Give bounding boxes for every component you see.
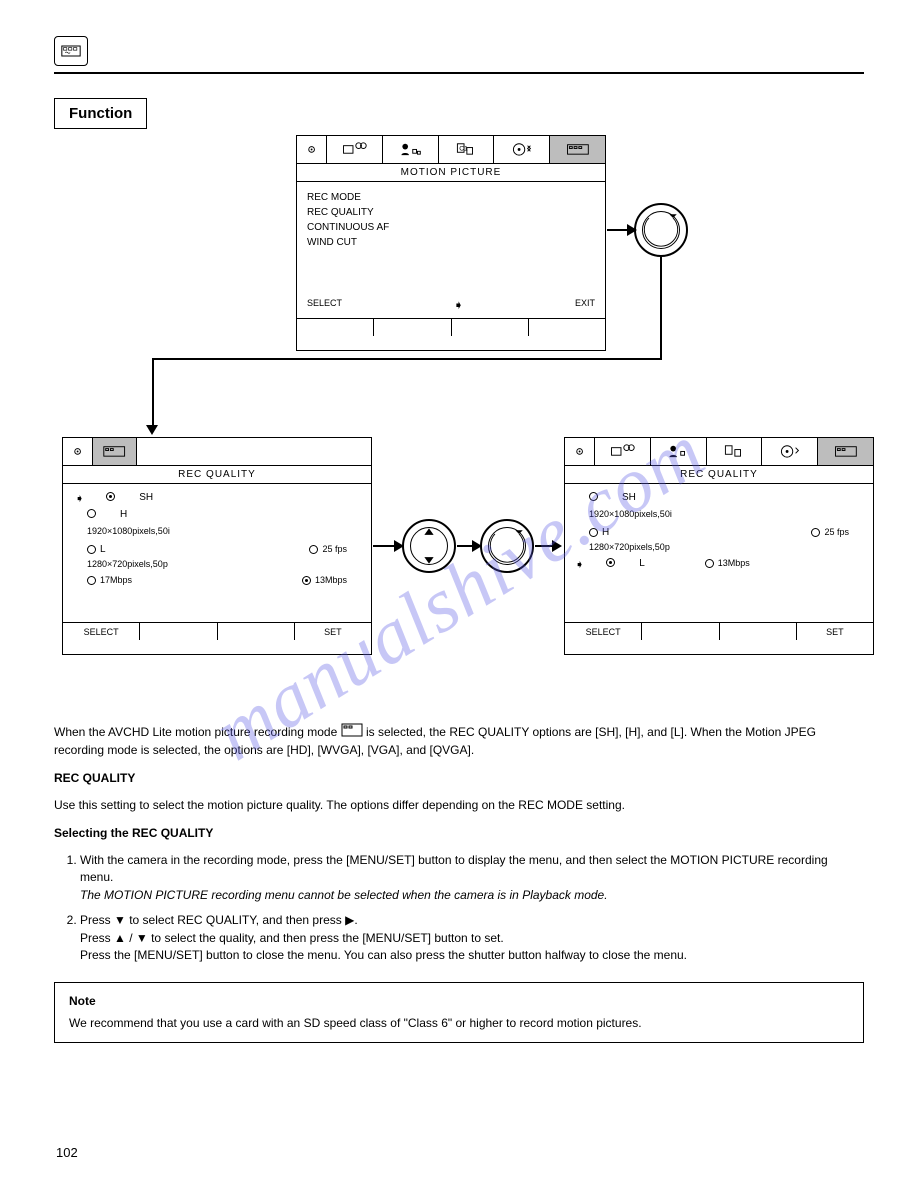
radio-icon[interactable]: [302, 576, 311, 585]
step-text: With the camera in the recording mode, p…: [80, 853, 828, 884]
radio-icon[interactable]: [309, 545, 318, 554]
tab-rec-icon: [327, 136, 383, 163]
spec: 25 fps: [322, 544, 347, 554]
page: MOTION PICTURE Function C1 MOTION PICTUR…: [0, 0, 918, 1043]
menu-item[interactable]: CONTINUOUS AF: [307, 222, 595, 233]
spec: 13Mbps: [718, 558, 750, 568]
steps-list: With the camera in the recording mode, p…: [54, 852, 864, 964]
motion-picture-icon: [54, 36, 88, 66]
tab-motion-icon: [550, 136, 605, 163]
option[interactable]: SH: [139, 492, 153, 505]
step-text: Press the [MENU/SET] button to close the…: [80, 948, 687, 962]
inline-motion-icon: [341, 723, 363, 742]
screen-left-tabs: [63, 438, 371, 466]
select-label: SELECT: [307, 298, 342, 312]
spec: 13Mbps: [315, 575, 347, 585]
radio-icon[interactable]: [87, 509, 96, 518]
screen-footer: SELECT SET: [565, 622, 873, 640]
spec-line: 1920×1080pixels,50i: [87, 526, 361, 536]
tab-motion-icon: [93, 438, 137, 465]
screen-right: REC QUALITY SH 1920×1080pixels,50i H 25 …: [564, 437, 874, 655]
radio-icon[interactable]: [606, 558, 615, 567]
screen-top-title: MOTION PICTURE: [297, 164, 605, 182]
radio-icon[interactable]: [811, 528, 820, 537]
radio-icon[interactable]: [589, 492, 598, 501]
rec-quality-para: Use this setting to select the motion pi…: [54, 797, 864, 814]
tab-person-icon: [383, 136, 439, 163]
body-text: When the AVCHD Lite motion picture recor…: [54, 723, 864, 1043]
screen-right-tabs: [565, 438, 873, 466]
screen-right-title: REC QUALITY: [565, 466, 873, 484]
tab-disc-icon: [494, 136, 550, 163]
dial-icon: [480, 519, 534, 573]
spec: 25 fps: [824, 527, 849, 537]
spec: 17Mbps: [100, 575, 132, 585]
radio-icon[interactable]: [705, 559, 714, 568]
header-title: MOTION PICTURE: [98, 45, 193, 57]
footer-set: SET: [797, 623, 873, 640]
tab-rec-icon: [595, 438, 651, 465]
step-note: The MOTION PICTURE recording menu cannot…: [80, 888, 608, 902]
screen-footer: [297, 318, 605, 336]
radio-icon[interactable]: [87, 576, 96, 585]
tab-motion-icon: [818, 438, 873, 465]
option[interactable]: L: [639, 558, 645, 571]
screen-left: REC QUALITY ➧SH H 1920×1080pixels,50i L …: [62, 437, 372, 655]
page-number: 102: [56, 1145, 78, 1160]
pointer-icon: ➧: [575, 558, 584, 571]
tab-dot-icon: [297, 136, 327, 163]
screen-top: C1 MOTION PICTURE REC MODE REC QUALITY C…: [296, 135, 606, 351]
screen-top-tabs: C1: [297, 136, 605, 164]
tab-person-icon: [651, 438, 707, 465]
option[interactable]: L: [100, 544, 106, 555]
exit-label: EXIT: [575, 298, 595, 312]
screen-footer: SELECT SET: [63, 622, 371, 640]
tab-custom-icon: C1: [439, 136, 495, 163]
radio-icon[interactable]: [87, 545, 96, 554]
note-box: Note We recommend that you use a card wi…: [54, 982, 864, 1043]
step-text: Press ▼ to select REC QUALITY, and then …: [80, 913, 358, 927]
option[interactable]: SH: [622, 492, 636, 503]
menu-item[interactable]: REC MODE: [307, 192, 595, 203]
note-heading: Note: [69, 993, 849, 1010]
step-text: Press ▲ / ▼ to select the quality, and t…: [80, 931, 504, 945]
right-arrow-icon: ➧: [453, 298, 463, 312]
screen-left-title: REC QUALITY: [63, 466, 371, 484]
option[interactable]: H: [120, 509, 127, 520]
function-heading: Function: [54, 98, 147, 129]
spec-line: 1920×1080pixels,50i: [589, 509, 863, 519]
radio-icon[interactable]: [589, 528, 598, 537]
option[interactable]: H: [602, 527, 609, 538]
tab-dot-icon: [63, 438, 93, 465]
spec-line: 1280×720pixels,50p: [589, 542, 863, 552]
rec-quality-heading: REC QUALITY: [54, 771, 135, 785]
menu-item[interactable]: REC QUALITY: [307, 207, 595, 218]
pointer-icon: ➧: [75, 492, 84, 505]
diagram: C1 MOTION PICTURE REC MODE REC QUALITY C…: [54, 135, 864, 705]
radio-icon[interactable]: [106, 492, 115, 501]
menu-item[interactable]: WIND CUT: [307, 237, 595, 248]
spec-line: 1280×720pixels,50p: [87, 559, 361, 569]
footer-select: SELECT: [63, 623, 140, 640]
line1-prefix: When the AVCHD Lite motion picture recor…: [54, 725, 341, 739]
steps-heading: Selecting the REC QUALITY: [54, 826, 213, 840]
footer-set: SET: [295, 623, 371, 640]
dial-updown-icon: [402, 519, 456, 573]
tab-custom-icon: [707, 438, 763, 465]
page-header: MOTION PICTURE: [54, 36, 864, 74]
footer-select: SELECT: [565, 623, 642, 640]
note-text: We recommend that you use a card with an…: [69, 1015, 849, 1032]
dial-icon: [634, 203, 688, 257]
tab-disc-icon: [762, 438, 818, 465]
tab-dot-icon: [565, 438, 595, 465]
